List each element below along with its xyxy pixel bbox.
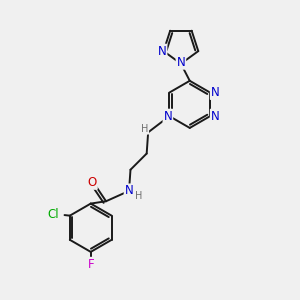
Text: N: N	[211, 110, 220, 123]
Text: N: N	[158, 45, 167, 58]
Text: O: O	[88, 176, 97, 189]
Text: H: H	[135, 191, 142, 201]
Text: N: N	[164, 110, 172, 123]
Text: N: N	[124, 184, 134, 197]
Text: H: H	[141, 124, 148, 134]
Text: Cl: Cl	[48, 208, 59, 221]
Text: N: N	[176, 56, 185, 69]
Text: N: N	[211, 86, 220, 99]
Text: F: F	[87, 258, 94, 271]
